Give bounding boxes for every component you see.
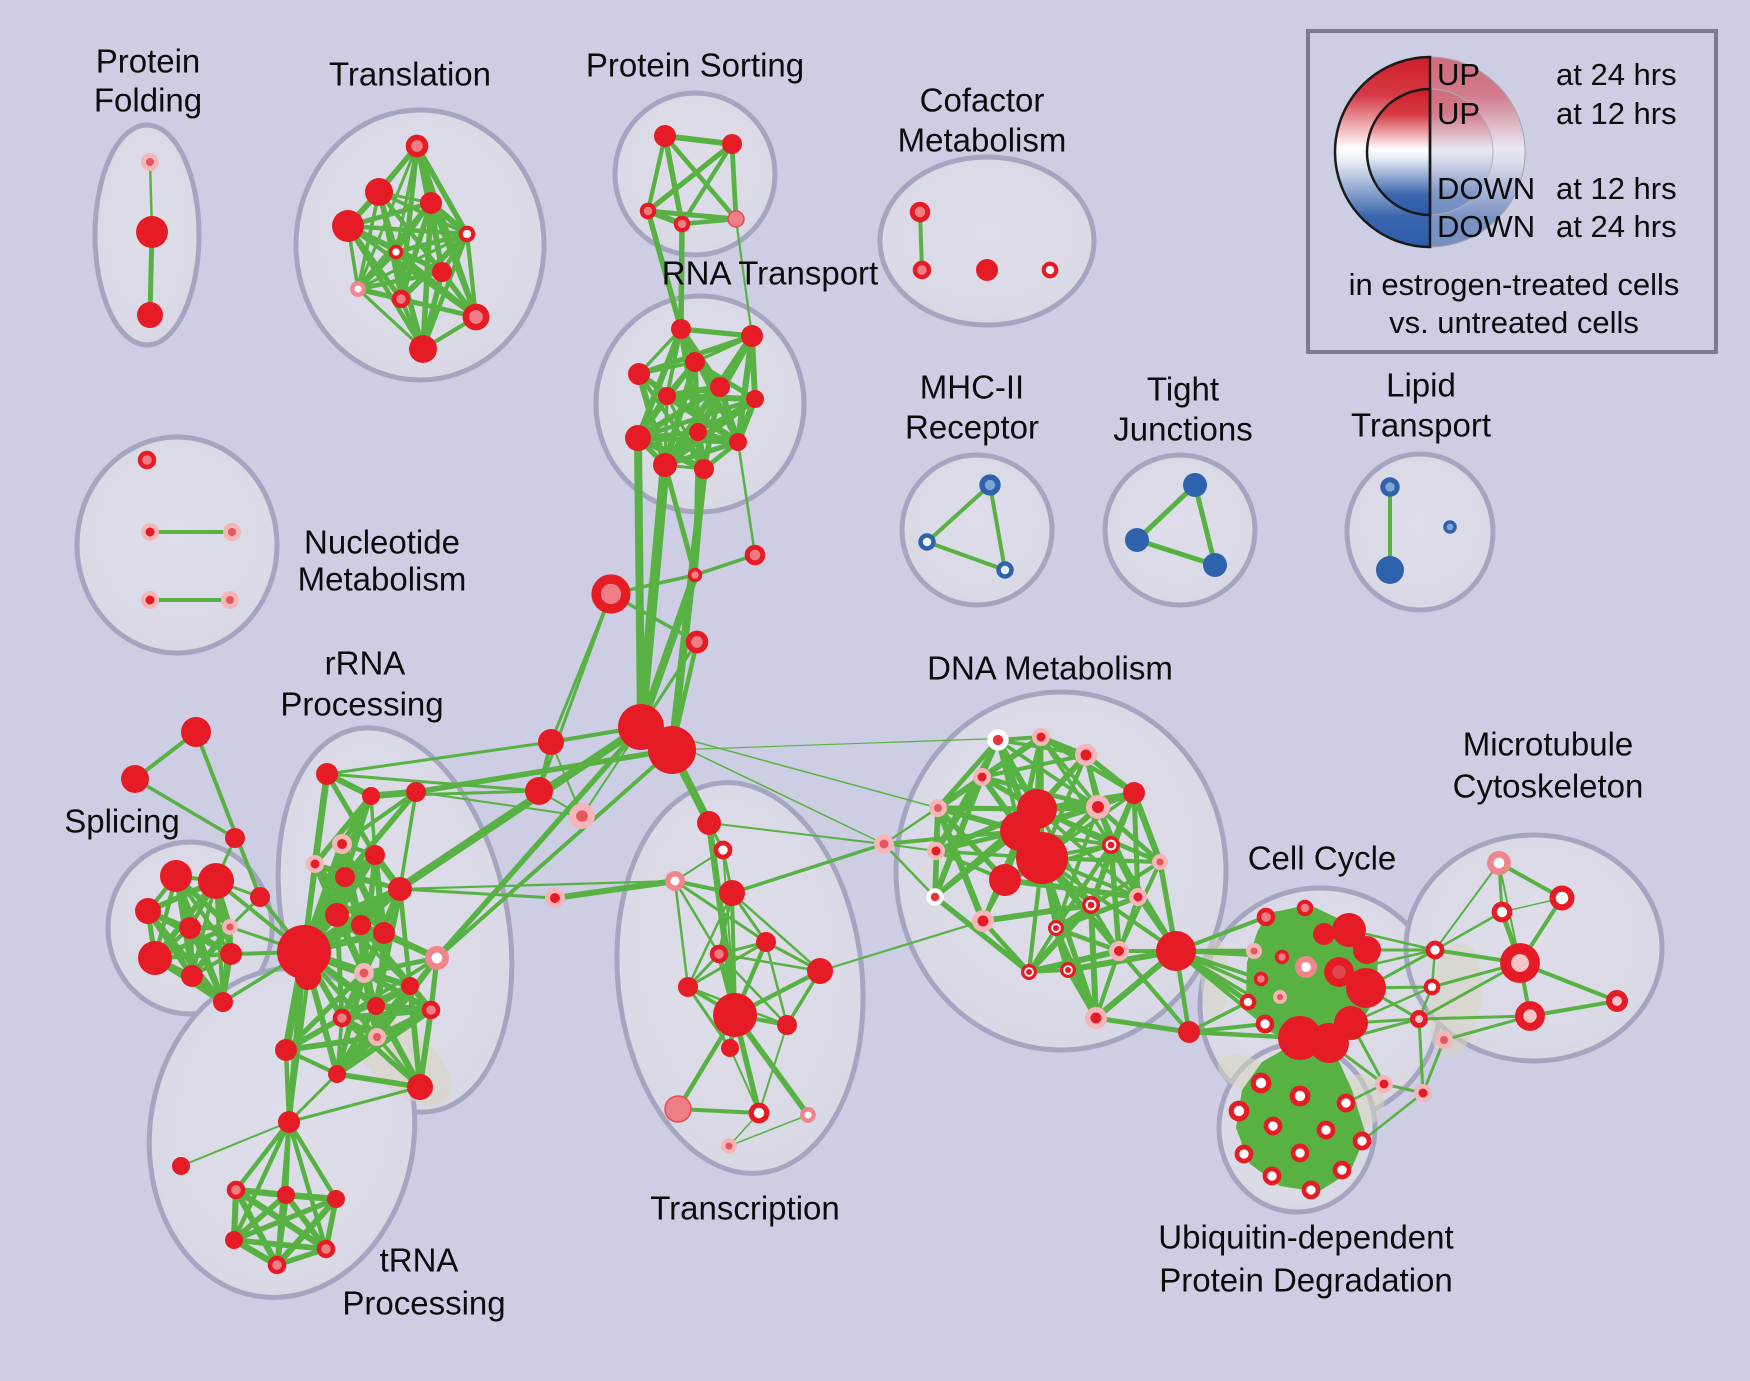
svg-text:Transport: Transport — [1351, 407, 1491, 444]
svg-text:Microtubule: Microtubule — [1463, 726, 1634, 763]
svg-text:Protein Sorting: Protein Sorting — [586, 47, 804, 84]
svg-text:at 24 hrs: at 24 hrs — [1556, 57, 1677, 92]
svg-text:Transcription: Transcription — [650, 1190, 840, 1227]
svg-text:Tight: Tight — [1147, 371, 1219, 408]
svg-text:in estrogen-treated cells: in estrogen-treated cells — [1349, 267, 1680, 302]
svg-text:vs. untreated cells: vs. untreated cells — [1389, 305, 1639, 340]
svg-text:at 24 hrs: at 24 hrs — [1556, 209, 1677, 244]
svg-text:Protein Degradation: Protein Degradation — [1159, 1262, 1453, 1299]
svg-text:Lipid: Lipid — [1386, 367, 1456, 404]
svg-text:RNA Transport: RNA Transport — [662, 255, 878, 292]
svg-text:Receptor: Receptor — [905, 409, 1039, 446]
svg-text:UP: UP — [1437, 96, 1480, 131]
svg-text:Metabolism: Metabolism — [898, 122, 1067, 159]
svg-text:Protein: Protein — [96, 43, 201, 80]
svg-text:Junctions: Junctions — [1113, 411, 1252, 448]
svg-text:Ubiquitin-dependent: Ubiquitin-dependent — [1158, 1219, 1453, 1256]
svg-text:tRNA: tRNA — [380, 1242, 459, 1279]
svg-text:DOWN: DOWN — [1437, 209, 1535, 244]
svg-text:UP: UP — [1437, 57, 1480, 92]
svg-text:Processing: Processing — [280, 686, 443, 723]
svg-text:Cell Cycle: Cell Cycle — [1248, 840, 1397, 877]
svg-text:Translation: Translation — [329, 56, 491, 93]
svg-text:DNA Metabolism: DNA Metabolism — [927, 650, 1173, 687]
svg-text:Splicing: Splicing — [64, 803, 180, 840]
svg-text:Cytoskeleton: Cytoskeleton — [1453, 768, 1644, 805]
svg-text:Processing: Processing — [342, 1285, 505, 1322]
svg-text:at 12 hrs: at 12 hrs — [1556, 96, 1677, 131]
svg-text:Metabolism: Metabolism — [298, 561, 467, 598]
svg-text:MHC-II: MHC-II — [920, 369, 1024, 406]
svg-text:Cofactor: Cofactor — [920, 82, 1045, 119]
svg-text:Nucleotide: Nucleotide — [304, 524, 460, 561]
svg-text:rRNA: rRNA — [325, 645, 406, 682]
svg-text:DOWN: DOWN — [1437, 171, 1535, 206]
svg-text:Folding: Folding — [94, 82, 202, 119]
svg-text:at 12 hrs: at 12 hrs — [1556, 171, 1677, 206]
